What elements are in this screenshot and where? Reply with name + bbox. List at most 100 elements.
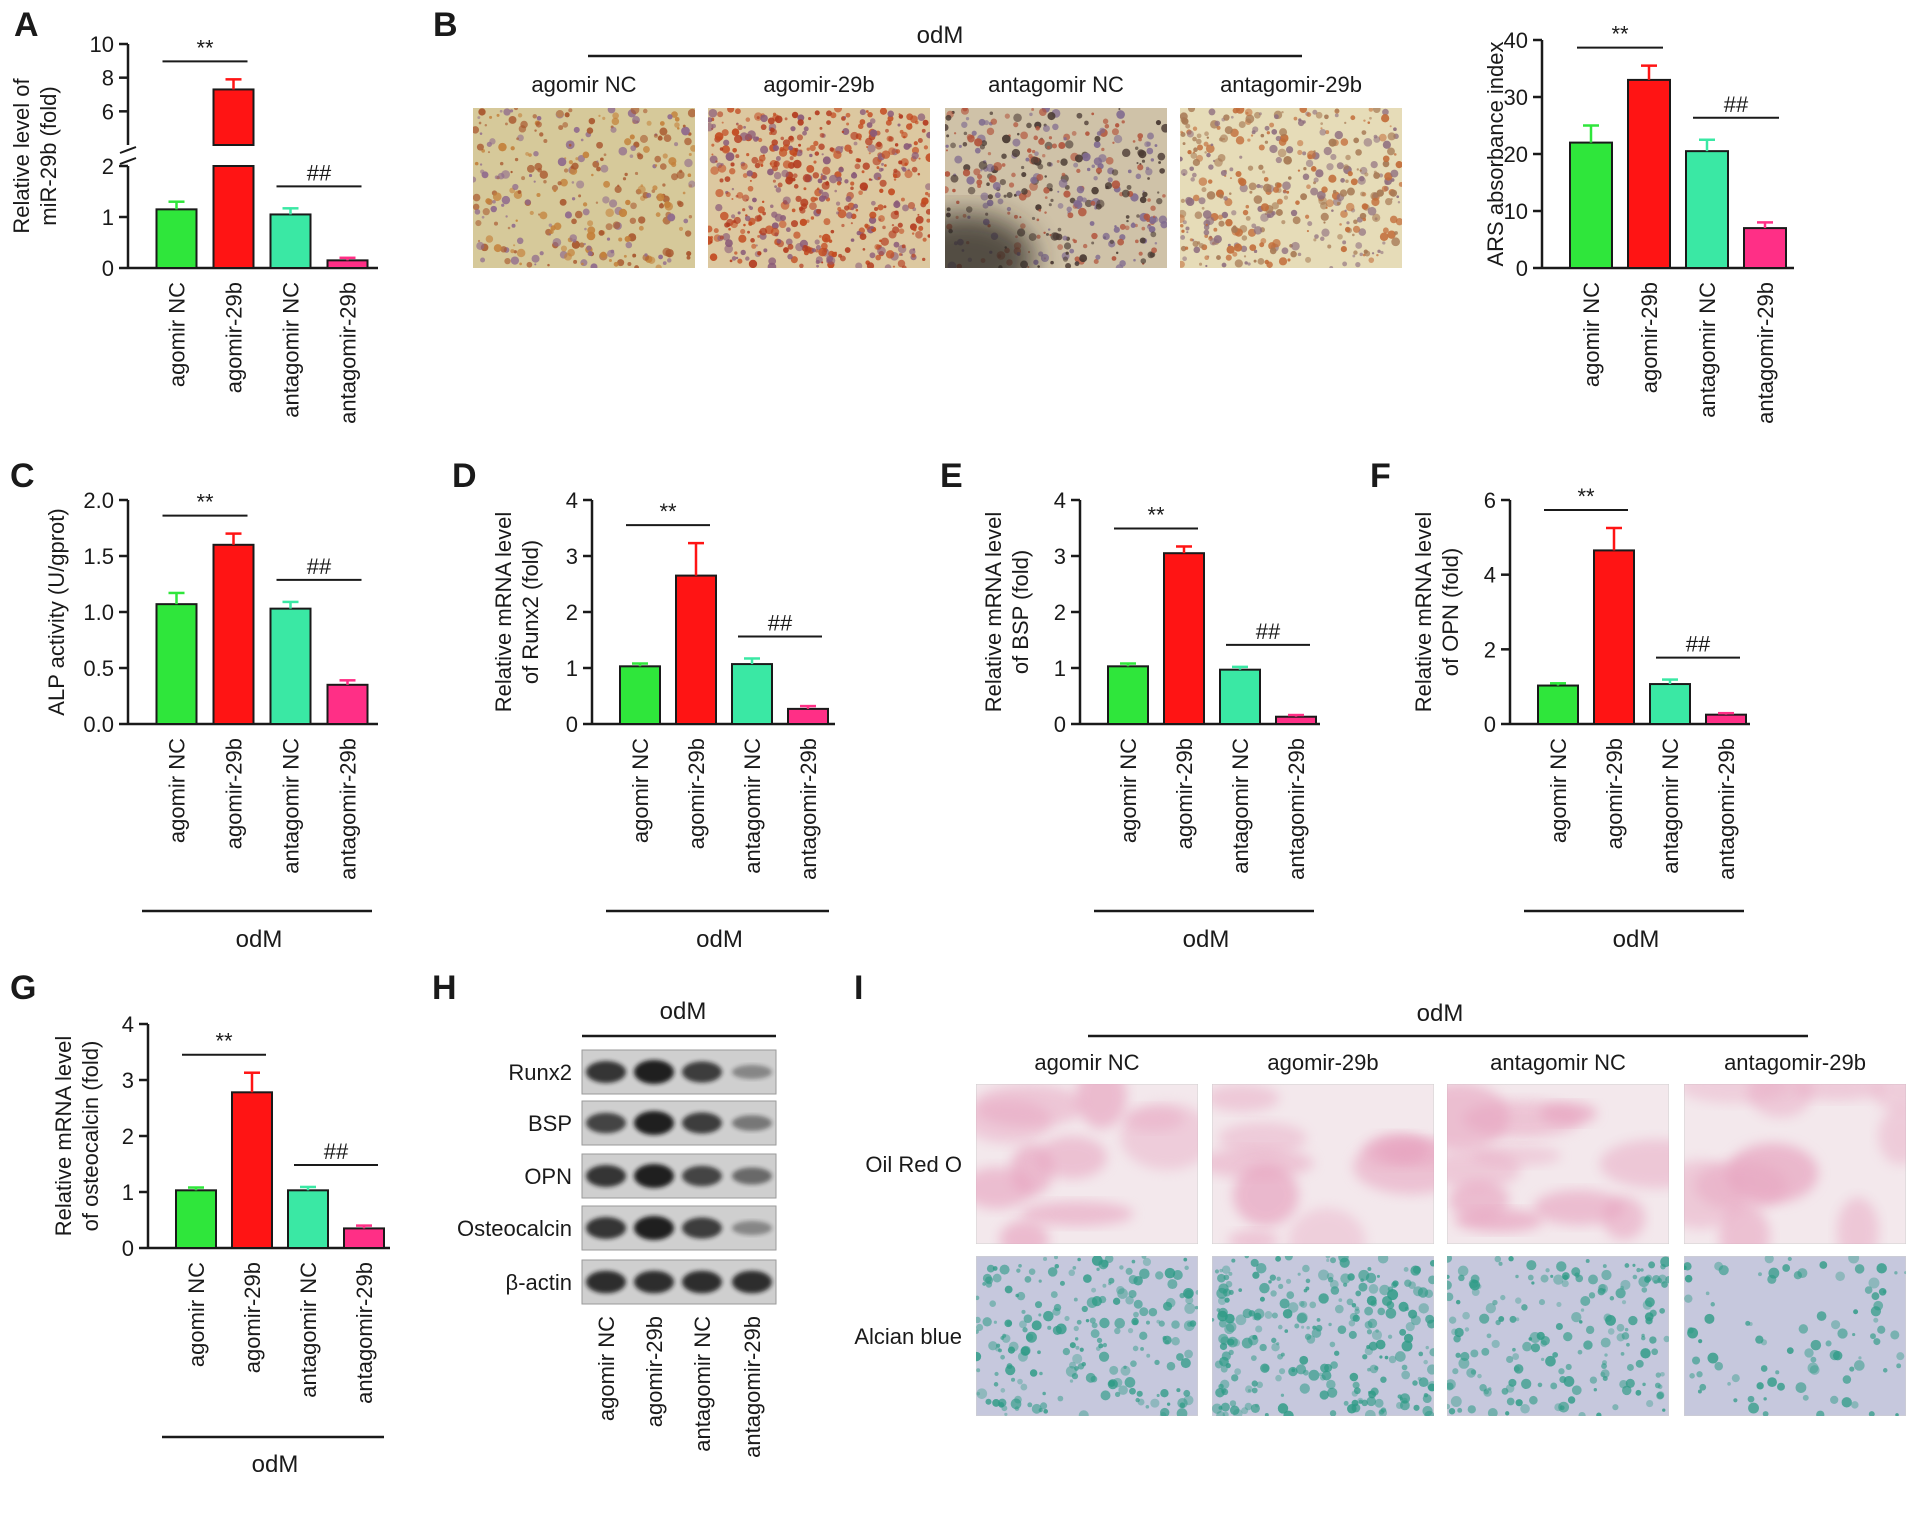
panel-i-alcian-stain xyxy=(1600,1369,1610,1379)
panel-b-stain-spot xyxy=(845,112,851,118)
panel-i-alcian-stain xyxy=(1657,1274,1668,1284)
panel-b-stain-spot xyxy=(662,183,666,187)
panel-b-stain-spot xyxy=(1188,108,1196,113)
panel-b-stain-spot xyxy=(774,213,783,222)
panel-b-stain-spot xyxy=(1109,239,1115,245)
panel-b-stain-spot xyxy=(1231,210,1237,216)
western-band-opn-lane-4 xyxy=(732,1167,772,1185)
panel-b-stain-spot xyxy=(1393,127,1397,132)
panel-i-alcian-stain xyxy=(1552,1351,1559,1358)
panel-b-micrograph-agomir-nc xyxy=(473,108,695,268)
panel-i-alcian-stain xyxy=(1327,1276,1334,1283)
panel-b-stain-spot xyxy=(526,164,535,173)
panel-i-alcian-stain xyxy=(1896,1363,1902,1369)
panel-b-stain-spot xyxy=(1378,173,1384,178)
panel-i-alcian-stain xyxy=(1112,1297,1121,1305)
panel-i-alcian-stain xyxy=(1427,1383,1434,1392)
panel-b-stain-spot xyxy=(1247,165,1254,171)
panel-b-stain-spot xyxy=(519,262,522,266)
chart-c-bar-agomir-nc xyxy=(155,603,198,725)
panel-b-stain-spot xyxy=(820,242,828,250)
panel-b-stain-spot xyxy=(1152,215,1156,219)
panel-i-alcian-stain xyxy=(1100,1390,1111,1401)
panel-b-stain-spot xyxy=(1204,131,1209,137)
panel-i-alcian-stain xyxy=(1538,1299,1546,1306)
chart-e-y-tick-label: 0 xyxy=(1054,712,1066,737)
panel-i-alcian-stain xyxy=(1123,1365,1127,1369)
panel-b-stain-spot xyxy=(1275,156,1282,164)
panel-b-stain-spot xyxy=(596,141,603,149)
panel-i-alcian-stain xyxy=(1348,1330,1357,1339)
panel-b-stain-spot xyxy=(911,151,919,160)
panel-b-stain-spot xyxy=(1036,218,1040,222)
panel-i-alcian-stain xyxy=(1830,1395,1839,1404)
panel-b-stain-spot xyxy=(1253,259,1257,263)
panel-i-alcian-stain xyxy=(1379,1284,1390,1296)
panel-b-stain-spot xyxy=(811,248,816,253)
panel-b-stain-spot xyxy=(603,153,607,157)
panel-i-alcian-stain xyxy=(1601,1363,1607,1369)
panel-b-stain-spot xyxy=(820,173,823,176)
panel-b-stain-spot xyxy=(1395,161,1402,169)
panel-i-alcian-stain xyxy=(976,1316,981,1324)
panel-b-stain-spot xyxy=(1217,214,1223,220)
panel-b-stain-spot xyxy=(821,153,824,156)
panel-b-stain-spot xyxy=(1189,238,1193,242)
panel-i-alcian-stain xyxy=(998,1348,1002,1353)
panel-b-stain-spot xyxy=(728,227,731,231)
panel-b-stain-spot xyxy=(708,122,714,132)
panel-b-stain-spot xyxy=(568,108,573,113)
panel-i-alcian-stain xyxy=(1283,1410,1294,1416)
panel-b-stain-spot xyxy=(1245,204,1250,209)
panel-b-stain-spot xyxy=(898,253,902,256)
panel-b-stain-spot xyxy=(571,218,577,225)
panel-b-stain-spot xyxy=(841,130,845,134)
panel-b-stain-spot xyxy=(778,220,787,229)
panel-b-stain-spot xyxy=(1362,253,1366,257)
panel-b-stain-spot xyxy=(844,179,849,184)
panel-i-alcian-stain xyxy=(1632,1263,1636,1267)
panel-i-alcian-stain xyxy=(1019,1320,1027,1329)
panel-i-alcian-stain xyxy=(1748,1402,1759,1414)
chart-a-y-tick-label: 8 xyxy=(102,66,114,91)
panel-b-stain-spot xyxy=(721,121,724,124)
panel-b-stain-spot xyxy=(1139,196,1147,204)
panel-b-stain-spot xyxy=(865,224,871,230)
panel-b-stain-spot xyxy=(657,135,663,141)
panel-b-stain-spot xyxy=(1058,179,1068,188)
panel-i-alcian-stain xyxy=(1074,1366,1079,1371)
chart-e-y-tick-label: 1 xyxy=(1054,656,1066,681)
panel-b-stain-spot xyxy=(898,160,903,165)
panel-b-stain-spot xyxy=(486,141,492,147)
panel-b-stain-spot xyxy=(809,144,816,152)
panel-b-stain-spot xyxy=(1158,161,1161,164)
panel-i-alcian-stain xyxy=(1620,1285,1624,1290)
panel-b-stain-spot xyxy=(524,199,531,206)
panel-b-stain-spot xyxy=(1264,125,1270,131)
panel-b-stain-spot xyxy=(893,200,901,209)
panel-i-oil-red-stain xyxy=(1836,1197,1879,1244)
panel-b-stain-spot xyxy=(962,108,968,112)
panel-b-stain-spot xyxy=(1339,223,1342,226)
panel-b-stain-spot xyxy=(1146,147,1154,155)
panel-b-stain-spot xyxy=(1185,196,1193,205)
panel-i-alcian-stain xyxy=(1282,1309,1293,1319)
panel-b-stain-spot xyxy=(862,162,870,170)
panel-b-stain-spot xyxy=(613,261,619,267)
panel-b-stain-spot xyxy=(837,207,842,212)
panel-b-stain-spot xyxy=(813,160,817,164)
chart-c-y-axis-label: ALP activity (U/gprot) xyxy=(44,508,69,715)
panel-b-stain-spot xyxy=(1143,213,1151,221)
panel-b-stain-spot xyxy=(742,208,746,212)
panel-i-alcian-stain xyxy=(1376,1274,1380,1278)
panel-i-alcian-stain xyxy=(1160,1389,1169,1398)
panel-b-stain-spot xyxy=(1181,229,1185,233)
chart-a-bar-agomir-nc xyxy=(155,208,198,270)
panel-b-stain-spot xyxy=(1180,130,1183,134)
panel-b-stain-spot xyxy=(1020,131,1028,140)
panel-b-stain-spot xyxy=(925,191,929,196)
panel-b-stain-spot xyxy=(770,204,774,209)
panel-i-alcian-stain xyxy=(1426,1364,1434,1375)
panel-b-stain-spot xyxy=(1243,255,1247,258)
chart-e-odm-label: odM xyxy=(1183,926,1230,953)
